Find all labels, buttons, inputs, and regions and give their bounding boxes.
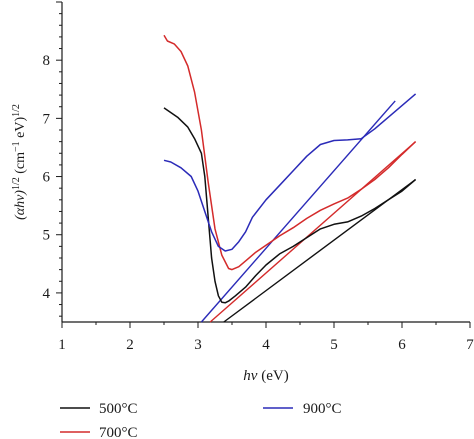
y-ticks: 4 5 6 7 8 [43, 1, 62, 317]
y-axis-label-unit: (cm [13, 152, 28, 177]
y-tick-label: 5 [43, 228, 51, 244]
y-axis-label-exp-2: 1/2 [11, 104, 22, 117]
y-tick-label: 6 [43, 170, 51, 186]
x-tick-label: 5 [330, 337, 338, 353]
fit-lines [200, 100, 417, 323]
y-tick-label: 7 [43, 111, 51, 127]
y-axis-label-exp: 1/2 [11, 177, 22, 190]
legend-label-700: 700°C [99, 425, 138, 439]
svg-text:(αhν)1/2 (cm−1 eV)1/2: (αhν)1/2 (cm−1 eV)1/2 [11, 104, 29, 220]
x-axis-label-unit: (eV) [257, 368, 288, 384]
y-axis-label: (αhν)1/2 (cm−1 eV)1/2 [11, 104, 29, 220]
x-tick-label: 7 [466, 337, 474, 353]
x-tick-label: 1 [58, 337, 66, 353]
y-tick-label: 4 [43, 286, 51, 302]
svg-text:hv (eV): hv (eV) [243, 368, 288, 384]
series-line-0 [163, 107, 417, 304]
x-tick-label: 3 [194, 337, 202, 353]
y-axis-label-main: (αhν) [13, 190, 28, 220]
x-tick-label: 6 [398, 337, 406, 353]
plot-area: 1 2 3 4 5 6 7 4 5 6 7 8 [43, 1, 474, 353]
legend-item-700: 700°C [60, 425, 138, 439]
fit-line-2 [200, 100, 396, 323]
legend-item-900: 900°C [263, 401, 342, 417]
legend-label-900: 900°C [303, 401, 342, 417]
y-tick-label: 8 [43, 53, 51, 69]
x-tick-label: 2 [126, 337, 134, 353]
series-line-1 [163, 34, 417, 271]
fit-line-1 [209, 141, 417, 323]
series-lines [163, 34, 417, 304]
x-ticks: 1 2 3 4 5 6 7 [58, 322, 474, 353]
legend-item-500: 500°C [60, 401, 138, 417]
x-tick-label: 4 [262, 337, 270, 353]
legend-label-500: 500°C [99, 401, 138, 417]
x-axis-label: hv (eV) [243, 368, 288, 384]
x-axis-label-main: hv [243, 368, 258, 384]
series-line-2 [163, 93, 417, 252]
legend: 500°C 700°C 900°C [60, 401, 342, 439]
y-axis-label-unit-tail: eV) [13, 117, 28, 142]
y-axis-label-neg: −1 [11, 141, 22, 152]
